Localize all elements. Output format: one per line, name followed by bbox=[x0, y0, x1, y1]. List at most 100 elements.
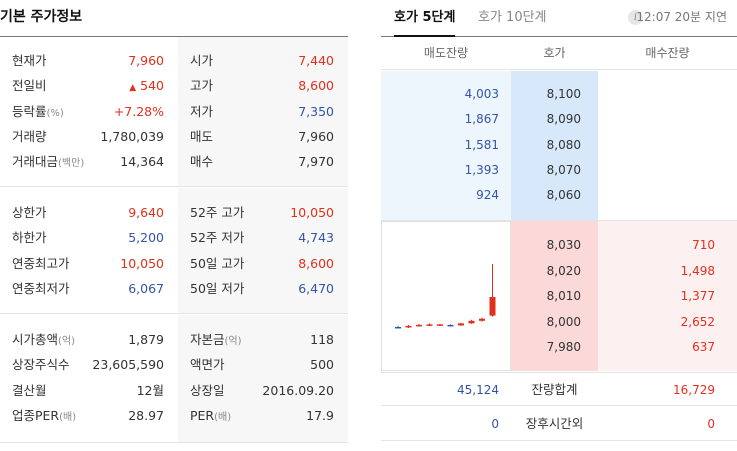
info-label: 전일비 bbox=[12, 78, 47, 94]
info-label: 상한가 bbox=[12, 205, 47, 220]
info-label: 업종PER(배) bbox=[12, 407, 77, 423]
info-label: 연중최저가 bbox=[12, 280, 70, 296]
order-book-tabs: 호가 5단계 호가 10단계 i 12:07 20분 지연 bbox=[381, 0, 737, 37]
after-hours-label: 장후시간외 bbox=[525, 416, 584, 431]
candle-body bbox=[405, 325, 412, 328]
info-value: 6,470 bbox=[298, 280, 334, 296]
candle-body bbox=[426, 324, 433, 326]
info-row: 거래량 1,780,039 매도 7,960 bbox=[0, 124, 348, 149]
info-row: 연중최저가 6,067 50일 저가 6,470 bbox=[0, 276, 348, 301]
bid-row[interactable]: 8,010 1,377 bbox=[381, 284, 737, 309]
info-row: 하한가 5,200 52주 저가 4,743 bbox=[0, 225, 348, 250]
delay-notice: 12:07 20분 지연 bbox=[636, 10, 727, 24]
info-value: 8,600 bbox=[298, 78, 334, 94]
ask-qty: 4,003 bbox=[464, 87, 499, 101]
info-value: 1,780,039 bbox=[100, 128, 164, 144]
candle-body bbox=[447, 324, 454, 327]
info-value: 7,960 bbox=[128, 53, 164, 68]
ask-price: 8,060 bbox=[546, 188, 581, 203]
info-value: 500 bbox=[310, 357, 334, 373]
tab-5-level[interactable]: 호가 5단계 bbox=[394, 0, 456, 37]
candle-chart-svg bbox=[395, 264, 496, 329]
total-label: 잔량합계 bbox=[531, 382, 578, 397]
info-value: 7,440 bbox=[298, 53, 334, 68]
info-row: 시가총액(억) 1,879 자본금(억) 118 bbox=[0, 327, 348, 352]
basic-price-info-panel: 기본 주가정보 현재가 7,960 시가 7,440 전일비 ▲ 540 고가 8,600 등락률… bbox=[0, 0, 348, 451]
total-bid-qty: 16,729 bbox=[673, 383, 715, 397]
info-value: 10,050 bbox=[290, 205, 334, 220]
after-hours-bid-qty: 0 bbox=[707, 417, 715, 431]
mini-candle-chart bbox=[381, 221, 511, 371]
info-value: 5,200 bbox=[128, 230, 164, 246]
remaining-total-row: 45,124 잔량합계 16,729 bbox=[381, 372, 737, 406]
bid-row[interactable]: 8,000 2,652 bbox=[381, 310, 737, 335]
bid-row[interactable]: 8,030 710 bbox=[381, 233, 737, 258]
bid-price: 8,030 bbox=[546, 238, 581, 252]
tab-10-level[interactable]: 호가 10단계 bbox=[478, 10, 547, 25]
bid-row[interactable]: 8,020 1,498 bbox=[381, 259, 737, 284]
total-ask-qty: 45,124 bbox=[457, 383, 499, 397]
ask-qty-header: 매도잔량 bbox=[423, 46, 469, 60]
candle-body bbox=[416, 324, 422, 327]
ask-qty: 1,393 bbox=[464, 162, 499, 177]
info-row: 전일비 ▲ 540 고가 8,600 bbox=[0, 73, 348, 98]
bid-row[interactable]: 7,980 637 bbox=[381, 335, 737, 360]
info-label: 저가 bbox=[190, 103, 214, 119]
info-value: 17.9 bbox=[306, 407, 334, 423]
ask-row[interactable]: 4,003 8,100 bbox=[381, 82, 737, 107]
order-book-header: 매도잔량 호가 매수잔량 bbox=[381, 37, 737, 70]
ask-row[interactable]: 924 8,060 bbox=[381, 183, 737, 208]
bid-qty-header: 매수잔량 bbox=[645, 46, 690, 60]
info-value: 7,970 bbox=[298, 154, 334, 170]
info-label: 상장일 bbox=[190, 382, 225, 398]
info-label: 매수 bbox=[190, 154, 214, 170]
up-triangle-icon: ▲ bbox=[129, 83, 137, 94]
info-label: 50일 고가 bbox=[190, 255, 245, 271]
info-label: 50일 저가 bbox=[190, 280, 245, 296]
panel-title: 기본 주가정보 bbox=[0, 0, 348, 37]
limit-section: 상한가 9,640 52주 고가 10,050 하한가 5,200 52주 저가 4,743 연… bbox=[0, 188, 348, 314]
info-value: 28.97 bbox=[128, 407, 164, 423]
bid-price: 8,000 bbox=[546, 314, 581, 329]
info-label: 시가총액(억) bbox=[12, 332, 76, 347]
ask-row[interactable]: 1,393 8,070 bbox=[381, 158, 737, 183]
info-value: 118 bbox=[310, 332, 334, 347]
info-value: 10,050 bbox=[120, 255, 164, 271]
ask-price: 8,090 bbox=[546, 112, 581, 127]
info-value: 4,743 bbox=[298, 230, 334, 246]
info-row: 현재가 7,960 시가 7,440 bbox=[0, 48, 348, 73]
ask-qty: 1,581 bbox=[464, 137, 499, 152]
info-value: 7,350 bbox=[298, 103, 334, 119]
info-label: 현재가 bbox=[12, 53, 47, 68]
candle-body bbox=[489, 297, 496, 316]
info-icon[interactable]: i bbox=[628, 10, 643, 25]
candle-body bbox=[395, 326, 401, 329]
order-book-panel: 호가 5단계 호가 10단계 i 12:07 20분 지연 매도잔량 호가 매수… bbox=[381, 0, 737, 451]
ask-row[interactable]: 1,581 8,080 bbox=[381, 133, 737, 158]
bid-qty: 637 bbox=[692, 340, 715, 354]
info-value: 6,067 bbox=[128, 280, 164, 296]
bid-price: 8,020 bbox=[546, 263, 581, 278]
ask-row[interactable]: 1,867 8,090 bbox=[381, 107, 737, 132]
bid-qty: 1,498 bbox=[680, 263, 715, 278]
info-row: 거래대금(백만) 14,364 매수 7,970 bbox=[0, 149, 348, 174]
candle-body bbox=[437, 324, 443, 326]
after-hours-ask-qty: 0 bbox=[491, 417, 499, 431]
info-value: 23,605,590 bbox=[92, 357, 164, 373]
info-label: 결산월 bbox=[12, 382, 47, 398]
info-value: ▲ 540 bbox=[129, 78, 164, 94]
info-label: 52주 저가 bbox=[190, 230, 245, 246]
info-row: 업종PER(배) 28.97 PER(배) 17.9 bbox=[0, 403, 348, 428]
info-label: 자본금(억) bbox=[190, 332, 242, 347]
info-label: 거래량 bbox=[12, 128, 47, 144]
info-value: 12월 bbox=[136, 382, 164, 398]
company-section: 시가총액(억) 1,879 자본금(억) 118 상장주식수 23,605,590 액면가 5… bbox=[0, 315, 348, 443]
ask-qty: 1,867 bbox=[464, 112, 499, 127]
info-label: 연중최고가 bbox=[12, 255, 70, 271]
bid-price: 7,980 bbox=[546, 340, 581, 354]
info-value: 8,600 bbox=[298, 255, 334, 271]
info-label: PER(배) bbox=[190, 407, 232, 423]
info-label: 등락률(%) bbox=[12, 103, 64, 119]
info-label: 하한가 bbox=[12, 230, 47, 246]
candle-body bbox=[458, 323, 464, 326]
